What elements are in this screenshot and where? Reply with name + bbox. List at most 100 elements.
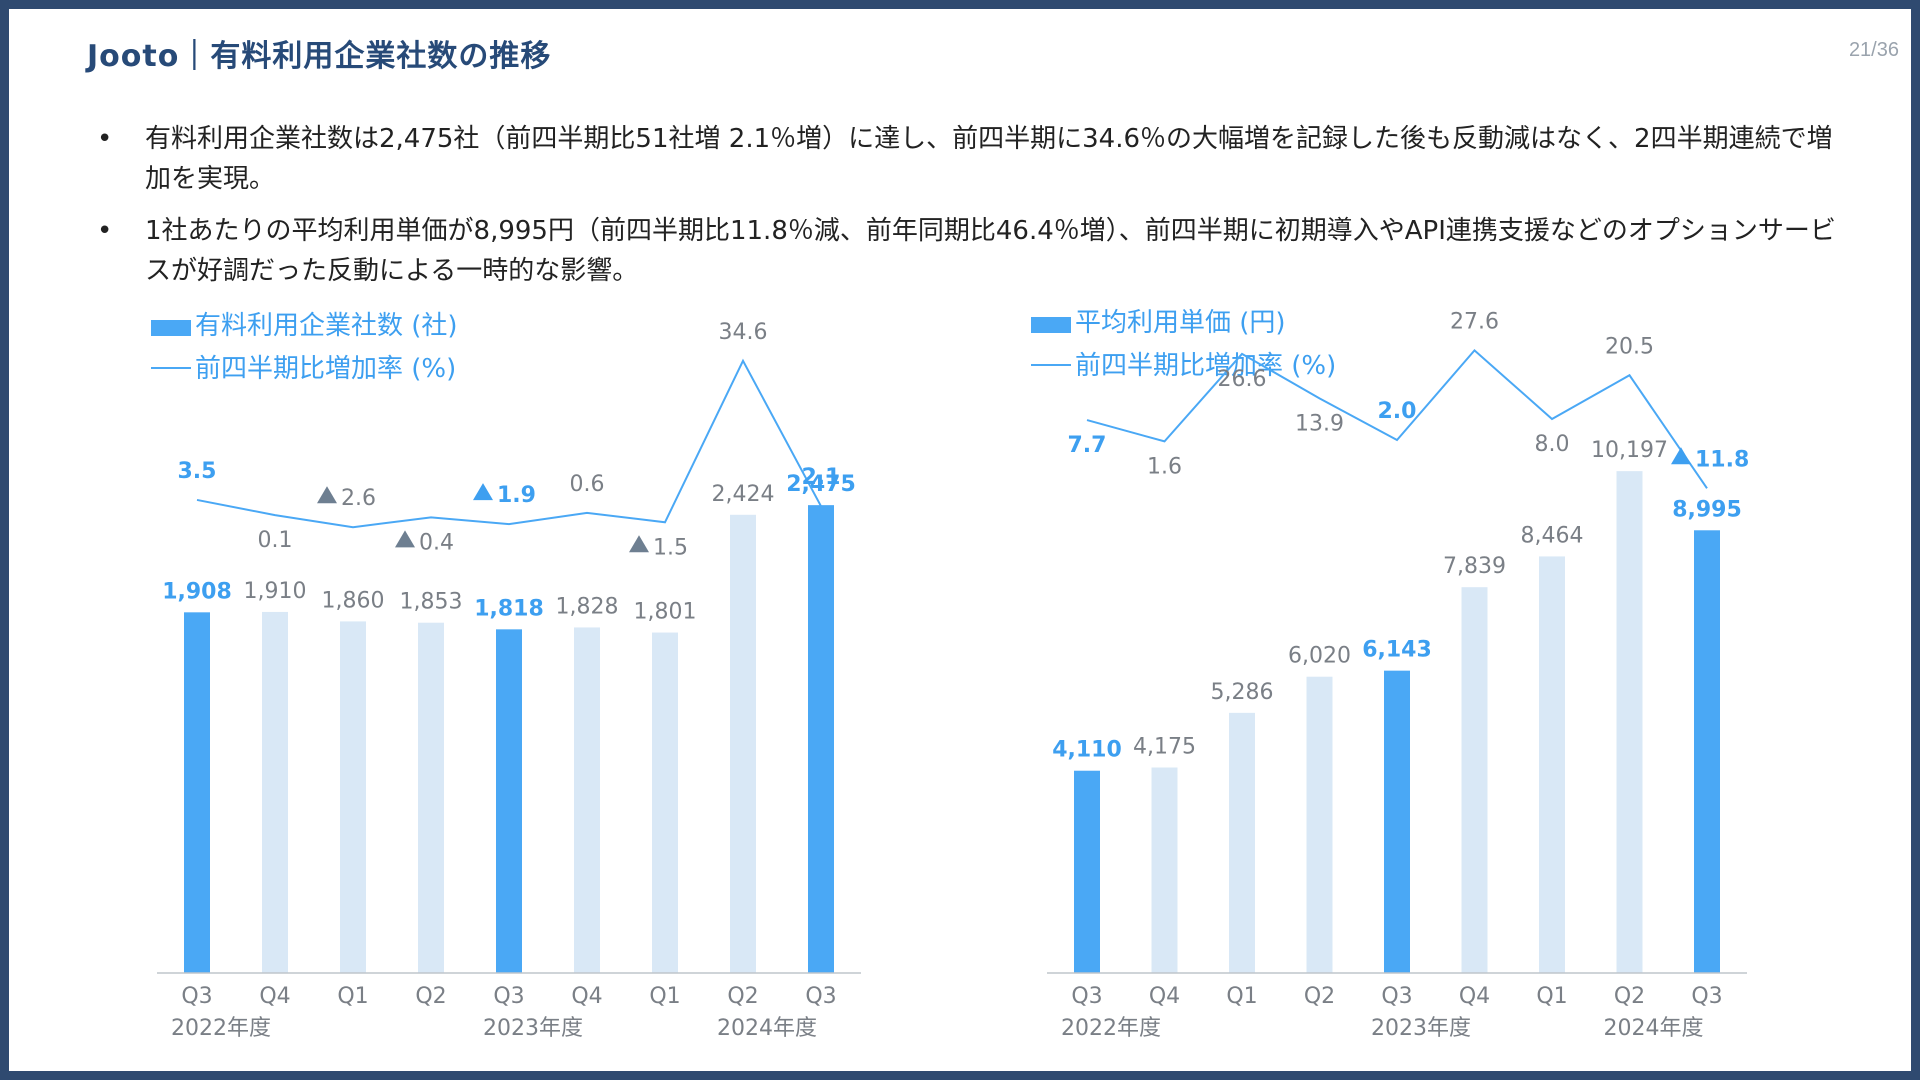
bar xyxy=(1384,670,1410,973)
bar xyxy=(574,627,600,973)
bar-value-label: 8,464 xyxy=(1521,523,1584,548)
growth-rate-label: 2.6 xyxy=(341,486,376,511)
fiscal-year-label: 2023年度 xyxy=(1371,1016,1471,1041)
x-tick-label: Q4 xyxy=(1149,984,1180,1009)
bullet-text: 1社あたりの平均利用単価が8,995円（前四半期比11.8％減、前年同期比46.… xyxy=(145,216,1836,286)
decline-triangle-icon xyxy=(317,486,337,504)
bar xyxy=(1074,770,1100,973)
bar-value-label: 8,995 xyxy=(1672,497,1742,522)
decline-triangle-icon xyxy=(473,483,493,501)
bar-value-label: 10,197 xyxy=(1591,438,1668,463)
bar xyxy=(1461,587,1488,973)
x-tick-label: Q3 xyxy=(493,984,524,1009)
page-number: 21/36 xyxy=(1848,39,1899,61)
legend-bar-label: 有料利用企業社数 (社) xyxy=(195,311,458,341)
x-tick-label: Q4 xyxy=(259,984,290,1009)
bar-value-label: 5,286 xyxy=(1211,680,1274,705)
bar xyxy=(340,621,366,973)
bar xyxy=(1229,712,1255,973)
bar-value-label: 2,424 xyxy=(712,482,775,507)
growth-rate-label: 27.6 xyxy=(1450,309,1499,334)
bar xyxy=(1151,767,1178,973)
growth-rate-label: 0.1 xyxy=(258,528,293,553)
bar-value-label: 6,020 xyxy=(1288,644,1351,669)
x-tick-label: Q2 xyxy=(415,984,446,1009)
fiscal-year-label: 2023年度 xyxy=(483,1016,583,1041)
decline-triangle-icon xyxy=(1671,447,1691,465)
bar-value-label: 2,475 xyxy=(786,472,856,497)
bullet-item: • 有料利用企業社数は2,475社（前四半期比51社増 2.1％増）に達し、前四… xyxy=(97,119,1857,199)
legend-bar-swatch xyxy=(151,320,191,336)
bar-value-label: 1,860 xyxy=(322,588,385,613)
growth-rate-label: 2.1 xyxy=(802,465,841,490)
bar xyxy=(652,632,678,973)
bar-value-label: 1,801 xyxy=(634,600,697,625)
fiscal-year-label: 2024年度 xyxy=(1604,1016,1704,1041)
x-tick-label: Q2 xyxy=(1304,984,1335,1009)
growth-rate-label: 1.5 xyxy=(653,535,688,560)
bar xyxy=(1539,556,1565,973)
x-tick-label: Q1 xyxy=(649,984,680,1009)
x-tick-label: Q3 xyxy=(805,984,836,1009)
bar xyxy=(808,505,834,973)
growth-rate-label: 20.5 xyxy=(1605,334,1654,359)
decline-triangle-icon xyxy=(629,535,649,553)
bar xyxy=(184,612,210,973)
bar-value-label: 1,828 xyxy=(556,594,619,619)
fiscal-year-label: 2022年度 xyxy=(1061,1016,1161,1041)
bar-value-label: 1,908 xyxy=(162,579,232,604)
bullet-item: • 1社あたりの平均利用単価が8,995円（前四半期比11.8％減、前年同期比4… xyxy=(97,211,1857,291)
decline-triangle-icon xyxy=(395,530,415,548)
bar xyxy=(1694,530,1720,973)
growth-rate-label: 0.6 xyxy=(570,472,605,497)
bullet-text: 有料利用企業社数は2,475社（前四半期比51社増 2.1％増）に達し、前四半期… xyxy=(145,124,1833,194)
growth-rate-label: 1.6 xyxy=(1147,454,1182,479)
x-tick-label: Q3 xyxy=(1691,984,1722,1009)
legend-bar-swatch xyxy=(1031,317,1071,333)
bullet-dot: • xyxy=(97,216,113,246)
x-tick-label: Q3 xyxy=(181,984,212,1009)
x-tick-label: Q4 xyxy=(1459,984,1490,1009)
bar-value-label: 1,910 xyxy=(244,579,307,604)
bar xyxy=(1616,471,1643,973)
bar-value-label: 6,143 xyxy=(1362,638,1432,663)
fiscal-year-label: 2022年度 xyxy=(171,1016,271,1041)
fiscal-year-label: 2024年度 xyxy=(717,1016,817,1041)
bullet-dot: • xyxy=(97,124,113,154)
bar xyxy=(1306,676,1333,973)
growth-rate-label: 0.4 xyxy=(419,530,454,555)
growth-rate-label: 3.5 xyxy=(178,459,217,484)
x-tick-label: Q1 xyxy=(337,984,368,1009)
bar xyxy=(496,629,522,973)
x-tick-label: Q2 xyxy=(727,984,758,1009)
unit-price-chart: 平均利用単価 (円) 前四半期比増加率 (%) 4,110 Q3 4,175 Q4 5,28… xyxy=(1031,308,1749,1041)
companies-chart: 有料利用企業社数 (社) 前四半期比増加率 (%) 1,908 Q3 1,910 Q4 1,… xyxy=(151,311,861,1041)
bar xyxy=(730,514,756,973)
bar-value-label: 4,175 xyxy=(1133,735,1196,760)
bar-value-label: 4,110 xyxy=(1052,738,1122,763)
growth-rate-label: 34.6 xyxy=(719,320,768,345)
legend-bar-label: 平均利用単価 (円) xyxy=(1075,308,1286,338)
growth-rate-label: 8.0 xyxy=(1535,432,1570,457)
growth-rate-line xyxy=(196,358,822,529)
legend-line-label: 前四半期比増加率 (%) xyxy=(1075,351,1336,381)
x-tick-label: Q3 xyxy=(1071,984,1102,1009)
growth-rate-line xyxy=(1086,348,1708,489)
growth-rate-label: 1.9 xyxy=(497,483,536,508)
growth-rate-label: 26.6 xyxy=(1218,367,1267,392)
x-tick-label: Q3 xyxy=(1381,984,1412,1009)
growth-rate-label: 2.0 xyxy=(1378,399,1417,424)
x-tick-label: Q4 xyxy=(571,984,602,1009)
page-title: Jooto｜有料利用企業社数の推移 xyxy=(87,39,552,74)
bar-value-label: 1,818 xyxy=(474,596,544,621)
growth-rate-label: 7.7 xyxy=(1068,433,1107,458)
x-tick-label: Q1 xyxy=(1226,984,1257,1009)
bar xyxy=(262,611,288,973)
growth-rate-label: 13.9 xyxy=(1295,411,1344,436)
x-tick-label: Q2 xyxy=(1614,984,1645,1009)
bar-value-label: 1,853 xyxy=(400,590,463,615)
bar xyxy=(418,622,444,973)
growth-rate-label: 11.8 xyxy=(1695,447,1749,472)
bullet-list: • 有料利用企業社数は2,475社（前四半期比51社増 2.1％増）に達し、前四… xyxy=(97,119,1857,303)
